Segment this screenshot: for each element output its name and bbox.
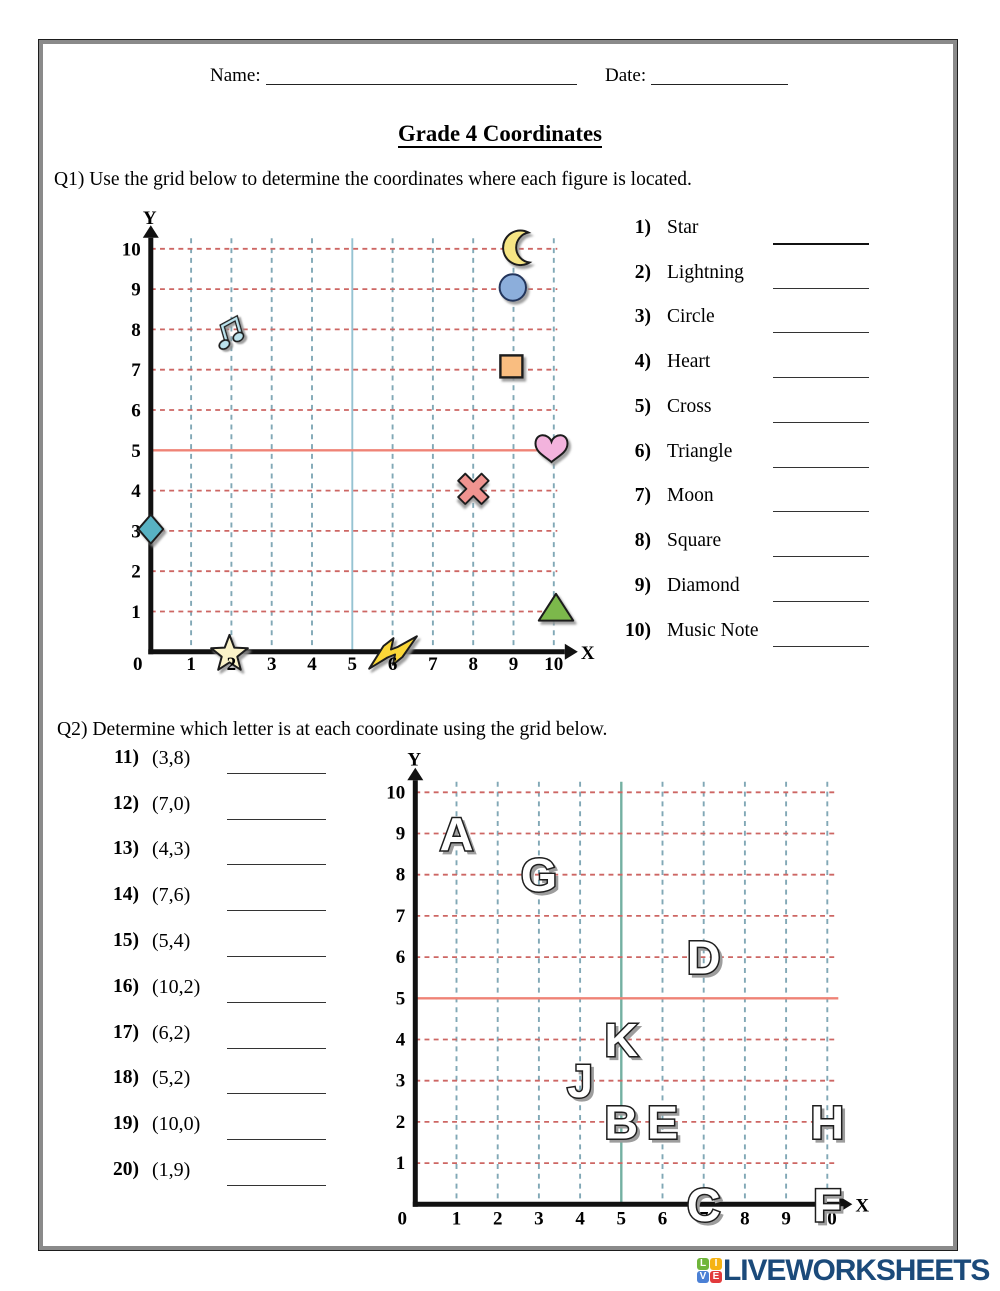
svg-text:10: 10 [122, 239, 141, 260]
svg-text:5: 5 [617, 1208, 627, 1229]
svg-text:10: 10 [386, 782, 405, 803]
svg-text:F: F [813, 1179, 841, 1231]
svg-text:5: 5 [348, 654, 358, 675]
svg-text:8: 8 [396, 865, 406, 886]
svg-text:10: 10 [544, 654, 563, 675]
svg-text:6: 6 [396, 947, 406, 968]
svg-text:B: B [608, 1099, 642, 1151]
svg-text:D: D [690, 935, 724, 987]
svg-text:K: K [608, 1017, 642, 1069]
svg-text:4: 4 [131, 481, 141, 502]
svg-text:J: J [570, 1058, 596, 1110]
svg-text:8: 8 [131, 320, 141, 341]
svg-text:2: 2 [227, 654, 237, 675]
svg-text:9: 9 [509, 654, 519, 675]
svg-text:0: 0 [133, 654, 143, 675]
svg-text:C: C [687, 1179, 721, 1231]
svg-text:1: 1 [186, 654, 196, 675]
svg-text:8: 8 [740, 1208, 750, 1229]
svg-text:X: X [855, 1195, 869, 1216]
svg-text:6: 6 [388, 654, 398, 675]
svg-text:3: 3 [396, 1071, 406, 1092]
svg-text:3: 3 [534, 1208, 544, 1229]
svg-text:8: 8 [468, 654, 478, 675]
svg-text:A: A [440, 808, 474, 860]
svg-text:7: 7 [131, 360, 141, 381]
svg-text:F: F [816, 1182, 844, 1234]
svg-text:4: 4 [575, 1208, 585, 1229]
svg-text:5: 5 [396, 988, 406, 1009]
svg-text:6: 6 [658, 1208, 668, 1229]
svg-text:9: 9 [396, 824, 406, 845]
svg-text:G: G [521, 849, 557, 901]
svg-text:0: 0 [398, 1208, 408, 1229]
svg-text:X: X [581, 643, 595, 664]
svg-text:Y: Y [143, 208, 157, 229]
svg-text:H: H [811, 1096, 845, 1148]
svg-text:7: 7 [699, 1208, 709, 1229]
svg-text:3: 3 [267, 654, 277, 675]
svg-text:J: J [567, 1055, 593, 1107]
svg-text:D: D [687, 932, 721, 984]
svg-text:7: 7 [396, 906, 406, 927]
svg-text:1: 1 [452, 1208, 462, 1229]
svg-text:G: G [524, 852, 560, 904]
svg-text:5: 5 [131, 441, 141, 462]
svg-text:C: C [690, 1182, 724, 1234]
svg-text:4: 4 [307, 654, 317, 675]
svg-text:E: E [650, 1099, 681, 1151]
svg-text:3: 3 [131, 521, 141, 542]
svg-text:9: 9 [131, 280, 141, 301]
svg-text:2: 2 [131, 562, 141, 583]
svg-text:K: K [605, 1014, 639, 1066]
svg-text:A: A [443, 811, 477, 863]
svg-text:6: 6 [131, 401, 141, 422]
svg-text:2: 2 [493, 1208, 503, 1229]
svg-text:Y: Y [407, 749, 421, 770]
svg-text:2: 2 [396, 1112, 406, 1133]
svg-text:1: 1 [396, 1153, 406, 1174]
svg-text:7: 7 [428, 654, 438, 675]
svg-text:H: H [814, 1099, 848, 1151]
svg-text:E: E [647, 1096, 678, 1148]
svg-text:4: 4 [396, 1030, 406, 1051]
svg-text:9: 9 [781, 1208, 791, 1229]
svg-text:1: 1 [131, 602, 141, 623]
svg-text:B: B [605, 1096, 639, 1148]
svg-text:10: 10 [818, 1208, 837, 1229]
